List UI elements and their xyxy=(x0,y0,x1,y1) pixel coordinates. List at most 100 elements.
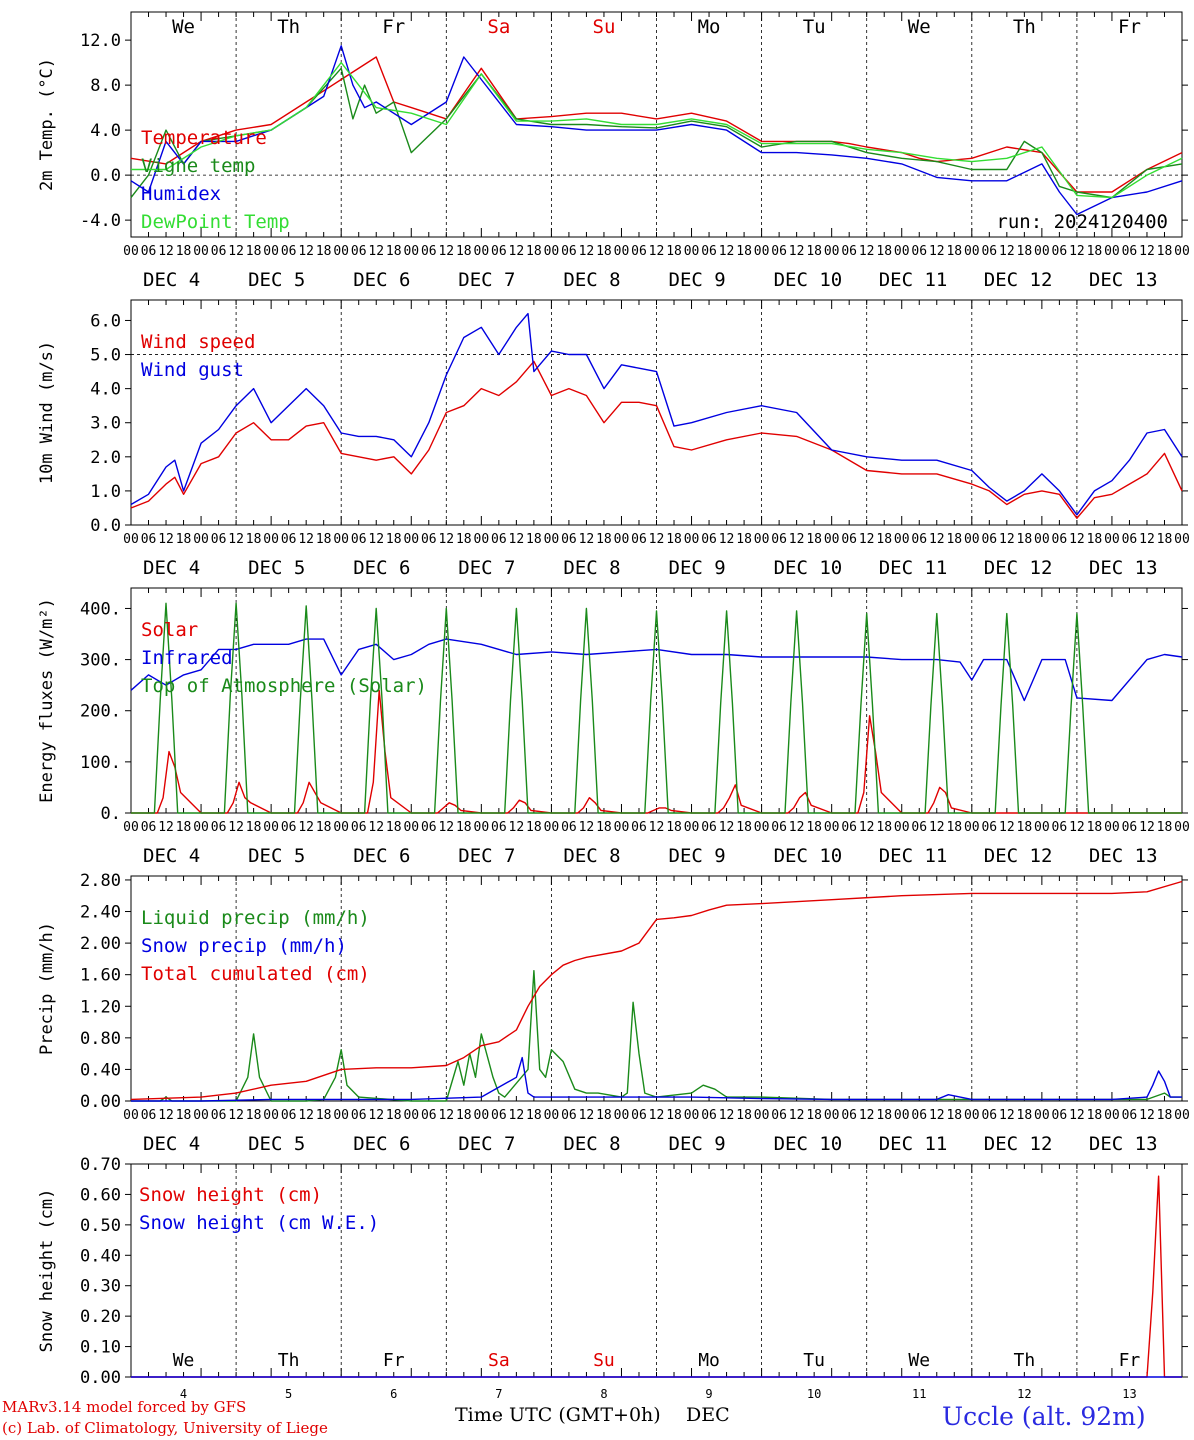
day-name-bottom: Tu xyxy=(803,1350,825,1371)
hour-label: 06 xyxy=(141,820,157,835)
hour-label: 12 xyxy=(579,820,595,835)
date-label: DEC 10 xyxy=(774,1133,843,1155)
y-tick-label: -4.0 xyxy=(80,211,121,231)
hour-label: 06 xyxy=(561,532,577,547)
hour-label: 00 xyxy=(474,820,490,835)
hour-label: 18 xyxy=(876,244,892,259)
day-name: Fr xyxy=(382,16,405,38)
date-label: DEC 11 xyxy=(879,845,948,867)
hour-label: 06 xyxy=(491,1108,507,1123)
legend-entry: Total cumulated (cm) xyxy=(141,963,370,985)
hour-label: 00 xyxy=(964,532,980,547)
day-name-bottom: Fr xyxy=(383,1350,405,1371)
hour-label: 18 xyxy=(806,1108,822,1123)
y-axis-label: Energy fluxes (W/m²) xyxy=(37,598,57,803)
y-tick-label: 1.0 xyxy=(90,482,121,502)
date-label: DEC 5 xyxy=(248,557,305,579)
hour-label: 18 xyxy=(456,532,472,547)
hour-label: 12 xyxy=(789,244,805,259)
hour-label: 12 xyxy=(929,532,945,547)
hour-label: 12 xyxy=(298,244,314,259)
hour-label: 12 xyxy=(929,244,945,259)
hour-label: 12 xyxy=(509,244,525,259)
day-name-bottom: Fr xyxy=(1119,1350,1141,1371)
y-tick-label: 200. xyxy=(80,702,121,722)
hour-label: 12 xyxy=(1139,820,1155,835)
hour-label: 18 xyxy=(876,1108,892,1123)
y-tick-label: 8.0 xyxy=(90,76,121,96)
y-tick-label: 2.0 xyxy=(90,448,121,468)
hour-label: 06 xyxy=(561,244,577,259)
hour-label: 00 xyxy=(894,820,910,835)
hour-label: 18 xyxy=(176,820,192,835)
series-line xyxy=(130,360,1183,519)
hour-label: 18 xyxy=(1087,244,1103,259)
legend-entry: Top of Atmosphere (Solar) xyxy=(141,675,427,697)
hour-label: 12 xyxy=(438,532,454,547)
hour-label: 18 xyxy=(806,532,822,547)
y-tick-label: 4.0 xyxy=(90,380,121,400)
hour-label: 06 xyxy=(911,244,927,259)
hour-label: 00 xyxy=(1104,244,1120,259)
hour-label: 00 xyxy=(403,820,419,835)
legend-entry: Solar xyxy=(141,619,198,641)
day-number: 6 xyxy=(390,1387,397,1401)
date-label: DEC 10 xyxy=(774,269,843,291)
hour-label: 12 xyxy=(1069,820,1085,835)
hour-label: 18 xyxy=(1017,1108,1033,1123)
hour-label: 06 xyxy=(281,244,297,259)
time-axis-title: Time UTC (GMT+0h) xyxy=(455,1404,661,1426)
hour-label: 12 xyxy=(1069,1108,1085,1123)
day-number: 10 xyxy=(807,1387,821,1401)
hour-label: 00 xyxy=(123,532,139,547)
date-label: DEC 12 xyxy=(984,1133,1053,1155)
hour-label: 12 xyxy=(719,532,735,547)
hour-label: 18 xyxy=(1087,532,1103,547)
hour-label: 12 xyxy=(719,244,735,259)
hour-label: 00 xyxy=(614,820,630,835)
date-label: DEC 5 xyxy=(248,845,305,867)
date-label: DEC 7 xyxy=(458,1133,515,1155)
panel-4 xyxy=(125,875,1188,1102)
date-label: DEC 13 xyxy=(1089,557,1158,579)
hour-label: 00 xyxy=(193,820,209,835)
hour-label: 12 xyxy=(158,244,174,259)
y-tick-label: 12.0 xyxy=(80,31,121,51)
hour-label: 18 xyxy=(526,820,542,835)
date-label: DEC 10 xyxy=(774,845,843,867)
date-label: DEC 6 xyxy=(353,845,410,867)
hour-label: 06 xyxy=(771,820,787,835)
hour-label: 18 xyxy=(806,244,822,259)
hour-label: 18 xyxy=(596,244,612,259)
hour-label: 12 xyxy=(859,244,875,259)
day-name-bottom: We xyxy=(173,1350,195,1371)
hour-label: 18 xyxy=(456,244,472,259)
y-tick-label: 0.80 xyxy=(80,1029,121,1049)
hour-label: 12 xyxy=(789,532,805,547)
date-label: DEC 5 xyxy=(248,1133,305,1155)
hour-label: 06 xyxy=(141,1108,157,1123)
hour-label: 18 xyxy=(246,244,262,259)
y-tick-label: 100. xyxy=(80,753,121,773)
day-name: We xyxy=(908,16,931,38)
hour-label: 06 xyxy=(421,244,437,259)
legend-entry: Wind gust xyxy=(141,359,244,381)
hour-label: 06 xyxy=(351,532,367,547)
hour-label: 06 xyxy=(491,820,507,835)
day-name-bottom: Su xyxy=(593,1350,615,1371)
day-name: We xyxy=(172,16,195,38)
hour-label: 12 xyxy=(929,820,945,835)
hour-label: 12 xyxy=(929,1108,945,1123)
y-tick-label: 1.20 xyxy=(80,997,121,1017)
y-tick-label: 6.0 xyxy=(90,311,121,331)
hour-label: 00 xyxy=(1034,532,1050,547)
hour-label: 00 xyxy=(193,532,209,547)
hour-label: 12 xyxy=(1069,244,1085,259)
hour-label: 06 xyxy=(1122,532,1138,547)
hour-label: 12 xyxy=(999,244,1015,259)
hour-label: 00 xyxy=(544,820,560,835)
hour-label: 06 xyxy=(631,244,647,259)
hour-label: 00 xyxy=(754,1108,770,1123)
day-name: Th xyxy=(277,16,300,38)
